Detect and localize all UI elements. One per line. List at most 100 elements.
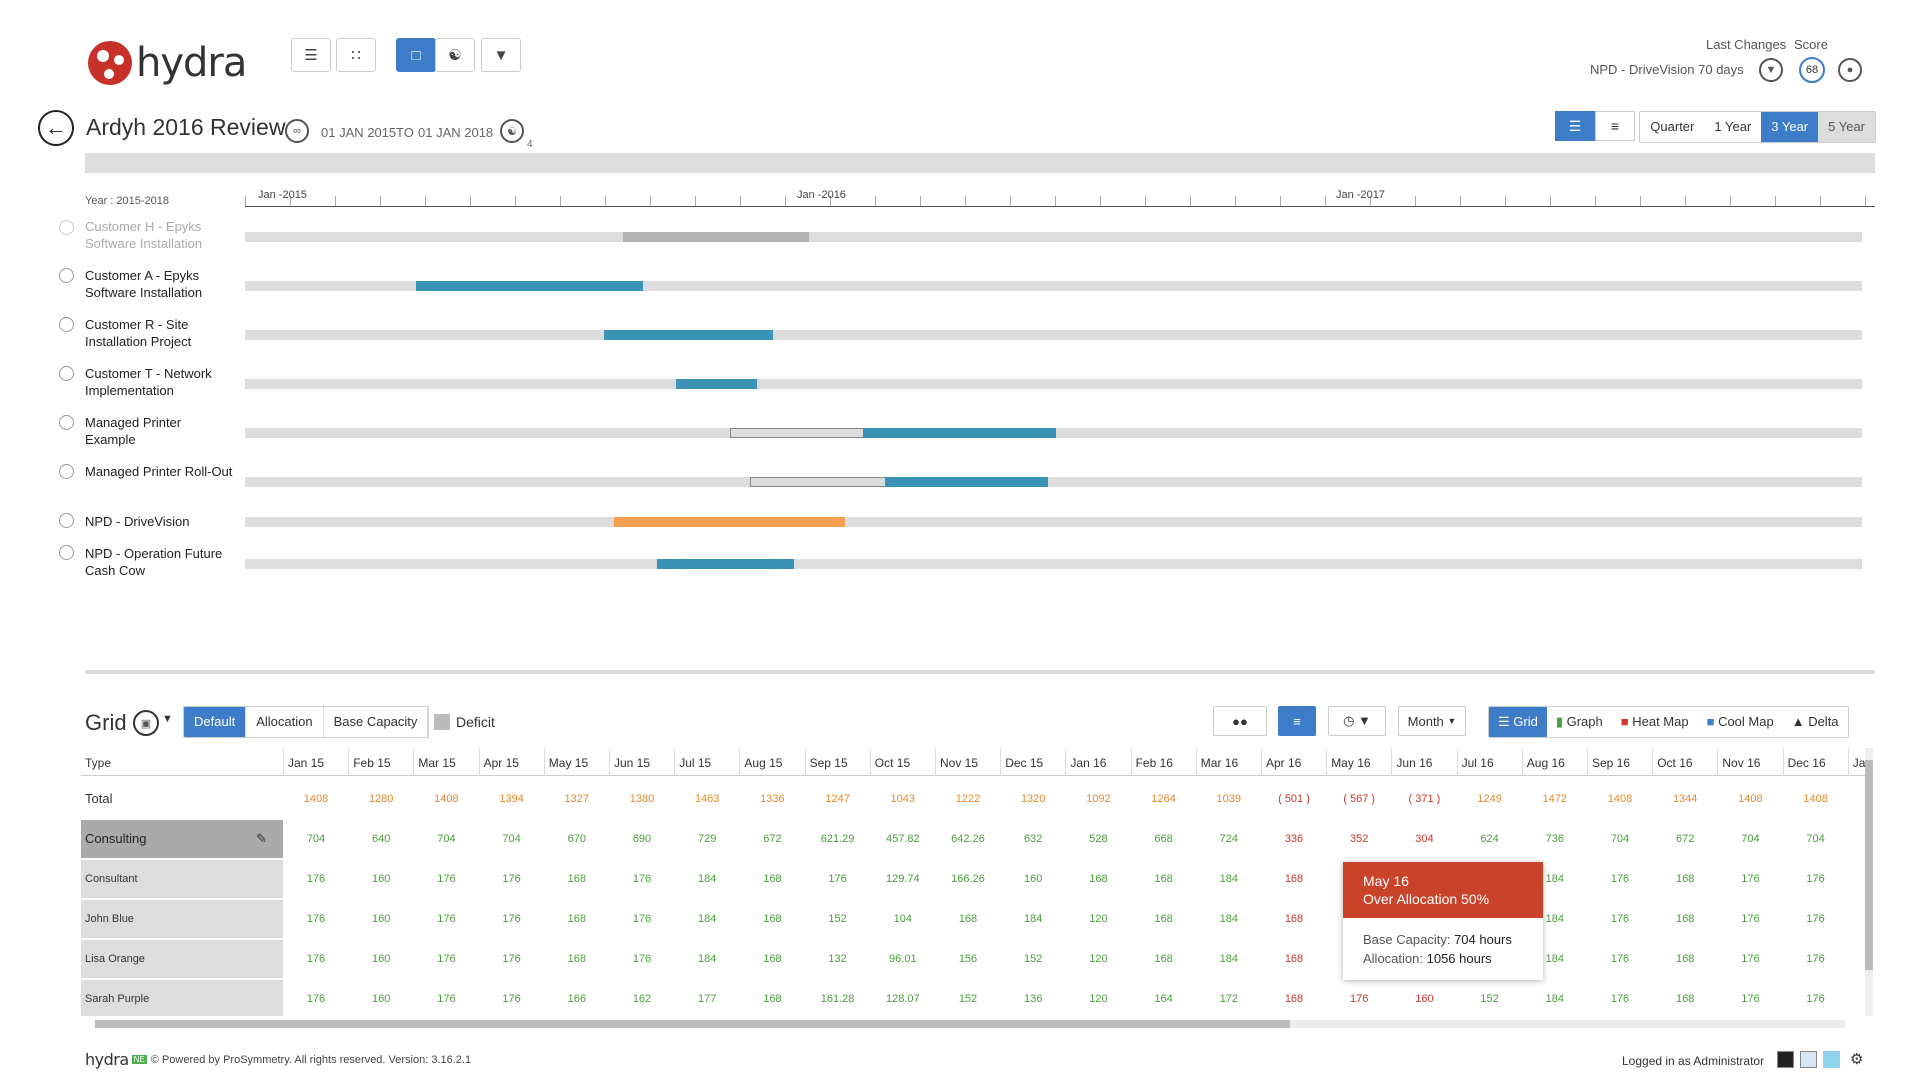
grid-cell[interactable]: 120 [1089,953,1108,965]
resource-view-button[interactable]: ☯ [435,38,475,72]
grid-cell[interactable]: 1280 [368,793,394,805]
range-3-year[interactable]: 3 Year [1761,112,1819,142]
month-header[interactable]: Mar 15 [418,756,456,770]
grid-cell[interactable]: 184 [1219,873,1238,885]
grid-cell[interactable]: 160 [1024,873,1043,885]
project-bar[interactable] [863,428,1056,438]
project-bar[interactable] [604,330,773,340]
month-header[interactable]: Aug 16 [1526,756,1565,770]
grid-cell[interactable]: 176 [1806,953,1825,965]
grid-cell[interactable]: 168 [763,873,782,885]
grid-cell[interactable]: 704 [1806,833,1825,845]
grid-cell[interactable]: 1039 [1216,793,1242,805]
grid-cell[interactable]: 128.07 [885,993,920,1005]
grid-cell[interactable]: 1222 [955,793,981,805]
deficit-checkbox[interactable] [434,714,450,730]
portfolio-button[interactable]: ☰ [291,38,331,72]
project-bar[interactable] [676,379,757,389]
group-by-people-button[interactable]: ●● [1213,706,1267,736]
grid-cell[interactable]: 168 [763,953,782,965]
grid-cell[interactable]: 166.26 [951,873,985,885]
grid-cell[interactable]: 160 [372,993,391,1005]
grid-cell[interactable]: 160 [372,953,391,965]
settings-icon[interactable]: ⚙ [1850,1051,1864,1068]
grid-cell[interactable]: 336 [1284,833,1304,845]
range-5-year[interactable]: 5 Year [1818,112,1875,142]
row-label[interactable]: Consulting [81,820,283,858]
grid-cell[interactable]: 136 [1024,993,1043,1005]
grid-cell[interactable]: 729 [698,833,717,845]
row-label[interactable]: Total [85,791,113,806]
grid-cell[interactable]: 176 [1806,873,1825,885]
grid-cell[interactable]: 690 [632,833,652,845]
grid-cell[interactable]: 1472 [1542,793,1568,805]
grid-cell[interactable]: 168 [1284,913,1304,925]
grid-cell[interactable]: 1092 [1086,793,1111,805]
grid-cell[interactable]: 184 [1545,993,1564,1005]
grid-cell[interactable]: 176 [1806,993,1825,1005]
grid-cell[interactable]: ( 567 ) [1343,793,1376,805]
project-name[interactable]: Managed Printer Example [85,415,182,447]
grid-cell[interactable]: 457.82 [885,833,920,845]
grid-cell[interactable]: 152 [958,993,978,1005]
grid-cell[interactable]: 1408 [303,793,329,805]
grid-cell[interactable]: 176 [1610,873,1630,885]
grid-cell[interactable]: 160 [372,913,391,925]
grid-cell[interactable]: 176 [306,873,326,885]
apps-button[interactable]: ∷ [336,38,376,72]
grid-cell[interactable]: 168 [567,953,586,965]
project-select-radio[interactable] [59,317,74,332]
grid-cell[interactable]: 704 [1741,833,1760,845]
project-select-radio[interactable] [59,464,74,479]
grid-cell[interactable]: 1247 [825,793,850,805]
grid-cell[interactable]: ( 501 ) [1278,793,1310,805]
grid-cell[interactable]: 168 [1676,993,1695,1005]
grid-cell[interactable]: 176 [437,873,456,885]
grid-cell[interactable]: 172 [1219,993,1238,1005]
grid-cell[interactable]: 704 [437,833,456,845]
grid-cell[interactable]: 176 [632,873,652,885]
grid-cell[interactable]: 352 [1350,833,1369,845]
month-header[interactable]: May 16 [1331,756,1371,770]
grid-cell[interactable]: 176 [1806,913,1825,925]
grid-cell[interactable]: 168 [1676,873,1695,885]
grid-cell[interactable]: 162 [632,993,652,1005]
hierarchy-button[interactable]: ≡ [1278,706,1316,736]
grid-cell[interactable]: 184 [1545,953,1564,965]
edit-pencil-icon[interactable]: ✎ [256,831,267,846]
grid-cell[interactable]: 176 [1741,953,1760,965]
score-badge[interactable]: 68 [1799,57,1825,83]
grid-cell[interactable]: 176 [1741,913,1760,925]
grid-cell[interactable]: 168 [1284,873,1304,885]
grid-cell[interactable]: 1394 [499,793,524,805]
grid-cell[interactable]: 1336 [760,793,785,805]
grid-cell[interactable]: 1408 [1738,793,1763,805]
project-name[interactable]: NPD - Operation Future Cash Cow [85,546,223,578]
grid-cell[interactable]: 176 [437,913,456,925]
month-header[interactable]: Sep 16 [1592,756,1631,770]
grid-cell[interactable]: 104 [893,913,912,925]
grid-cell[interactable]: 1380 [629,793,655,805]
grid-cell[interactable]: 160 [372,873,391,885]
project-bar[interactable] [416,281,643,291]
back-button[interactable]: ← [38,110,74,146]
project-select-radio[interactable] [59,513,74,528]
grid-cell[interactable]: 168 [1154,873,1173,885]
grid-cell[interactable]: ( 371 ) [1408,793,1441,805]
row-label[interactable]: Lisa Orange [81,940,283,978]
range-quarter[interactable]: Quarter [1640,112,1705,142]
grid-cell[interactable]: 184 [698,913,717,925]
project-select-radio[interactable] [59,545,74,560]
grid-cell[interactable]: 724 [1219,833,1238,845]
grid-cell[interactable]: 668 [1154,833,1173,845]
row-label[interactable]: Sarah Purple [81,980,283,1016]
theme-dark-swatch[interactable] [1777,1051,1794,1068]
month-header[interactable]: Nov 15 [940,756,979,770]
view-grid[interactable]: ☰ Grid [1489,707,1547,737]
project-select-radio[interactable] [59,415,74,430]
grid-cell[interactable]: 176 [632,913,652,925]
project-name[interactable]: Customer H - Epyks Software Installation [85,219,203,251]
grid-cell[interactable]: 152 [1480,993,1499,1005]
project-select-radio[interactable] [59,220,74,235]
grid-cell[interactable]: 176 [502,873,521,885]
